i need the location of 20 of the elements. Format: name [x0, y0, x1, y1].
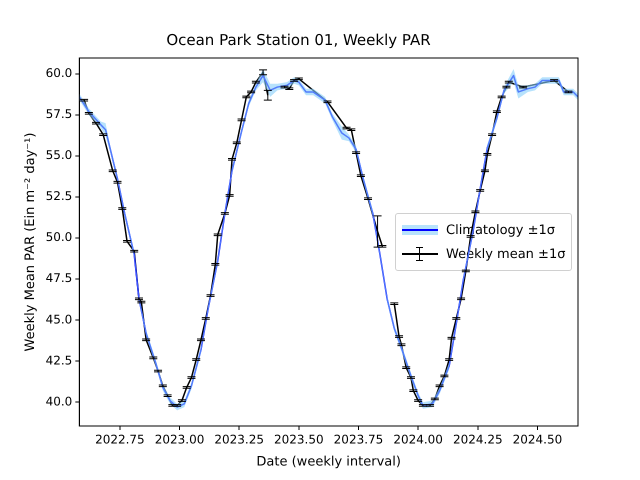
x-axis-title: Date (weekly interval) [256, 454, 401, 470]
x-tick-label: 2023.25 [214, 432, 264, 446]
y-tick-label: 45.0 [46, 312, 72, 326]
y-tick-label: 60.0 [46, 66, 72, 80]
y-tick-label: 47.5 [46, 271, 72, 286]
chart-title: Ocean Park Station 01, Weekly PAR [166, 30, 431, 49]
y-tick-label: 55.0 [46, 148, 72, 162]
y-tick-label: 50.0 [46, 230, 72, 244]
y-tick-label: 42.5 [46, 353, 72, 368]
y-tick-label: 52.5 [46, 189, 72, 204]
x-tick-label: 2024.25 [452, 432, 503, 446]
x-tick-label: 2023.75 [334, 432, 384, 446]
x-tick-label: 2022.75 [95, 432, 145, 446]
y-tick-label: 57.5 [46, 107, 72, 122]
x-tick-label: 2023.00 [154, 432, 204, 446]
x-tick-label: 2023.50 [274, 432, 324, 446]
x-tick-label: 2024.50 [512, 432, 562, 446]
x-tick-label: 2024.00 [393, 432, 443, 446]
y-axis-title: Weekly Mean PAR (Ein m⁻² day⁻¹) [23, 132, 38, 352]
y-tick-label: 40.0 [46, 394, 72, 408]
